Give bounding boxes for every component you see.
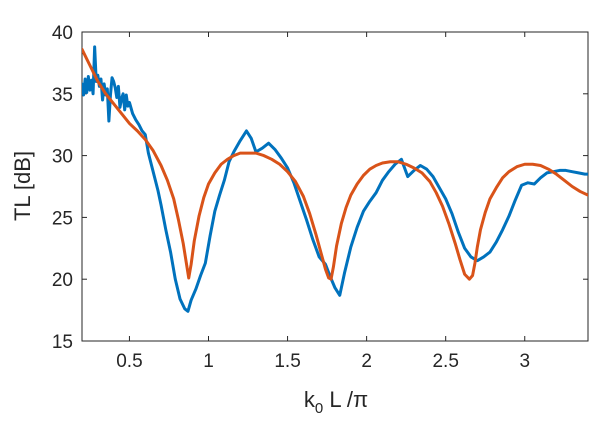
series-group: [82, 45, 588, 313]
x-axis-label: k0 L /π: [304, 387, 368, 417]
x-tick-label: 1: [203, 351, 214, 372]
axes-box: [81, 31, 589, 342]
y-tick-label: 20: [52, 270, 73, 291]
y-tick-label: 25: [52, 208, 73, 229]
x-tick-label: 0.5: [116, 351, 142, 372]
x-axis-ticks: 0.5 1 1.5 2 2.5 3: [116, 32, 530, 372]
x-tick-label: 2: [361, 351, 372, 372]
plot-area: [81, 31, 589, 342]
predicted-series-line: [82, 47, 588, 281]
y-tick-label: 15: [52, 332, 73, 353]
y-tick-label: 30: [52, 147, 73, 168]
x-axis-label-rest: L /π: [323, 387, 368, 412]
x-axis-label-subscript: 0: [315, 400, 323, 417]
measured-series-line: [82, 45, 588, 313]
x-tick-label: 2.5: [432, 351, 458, 372]
x-axis-label-main: k: [304, 387, 316, 412]
y-tick-label: 35: [52, 85, 73, 106]
y-tick-label: 40: [52, 23, 73, 44]
x-tick-label: 3: [519, 351, 530, 372]
y-axis-ticks: 15 20 25 30 35 40: [52, 23, 588, 353]
y-axis-label: TL [dB]: [10, 151, 35, 221]
x-tick-label: 1.5: [274, 351, 300, 372]
